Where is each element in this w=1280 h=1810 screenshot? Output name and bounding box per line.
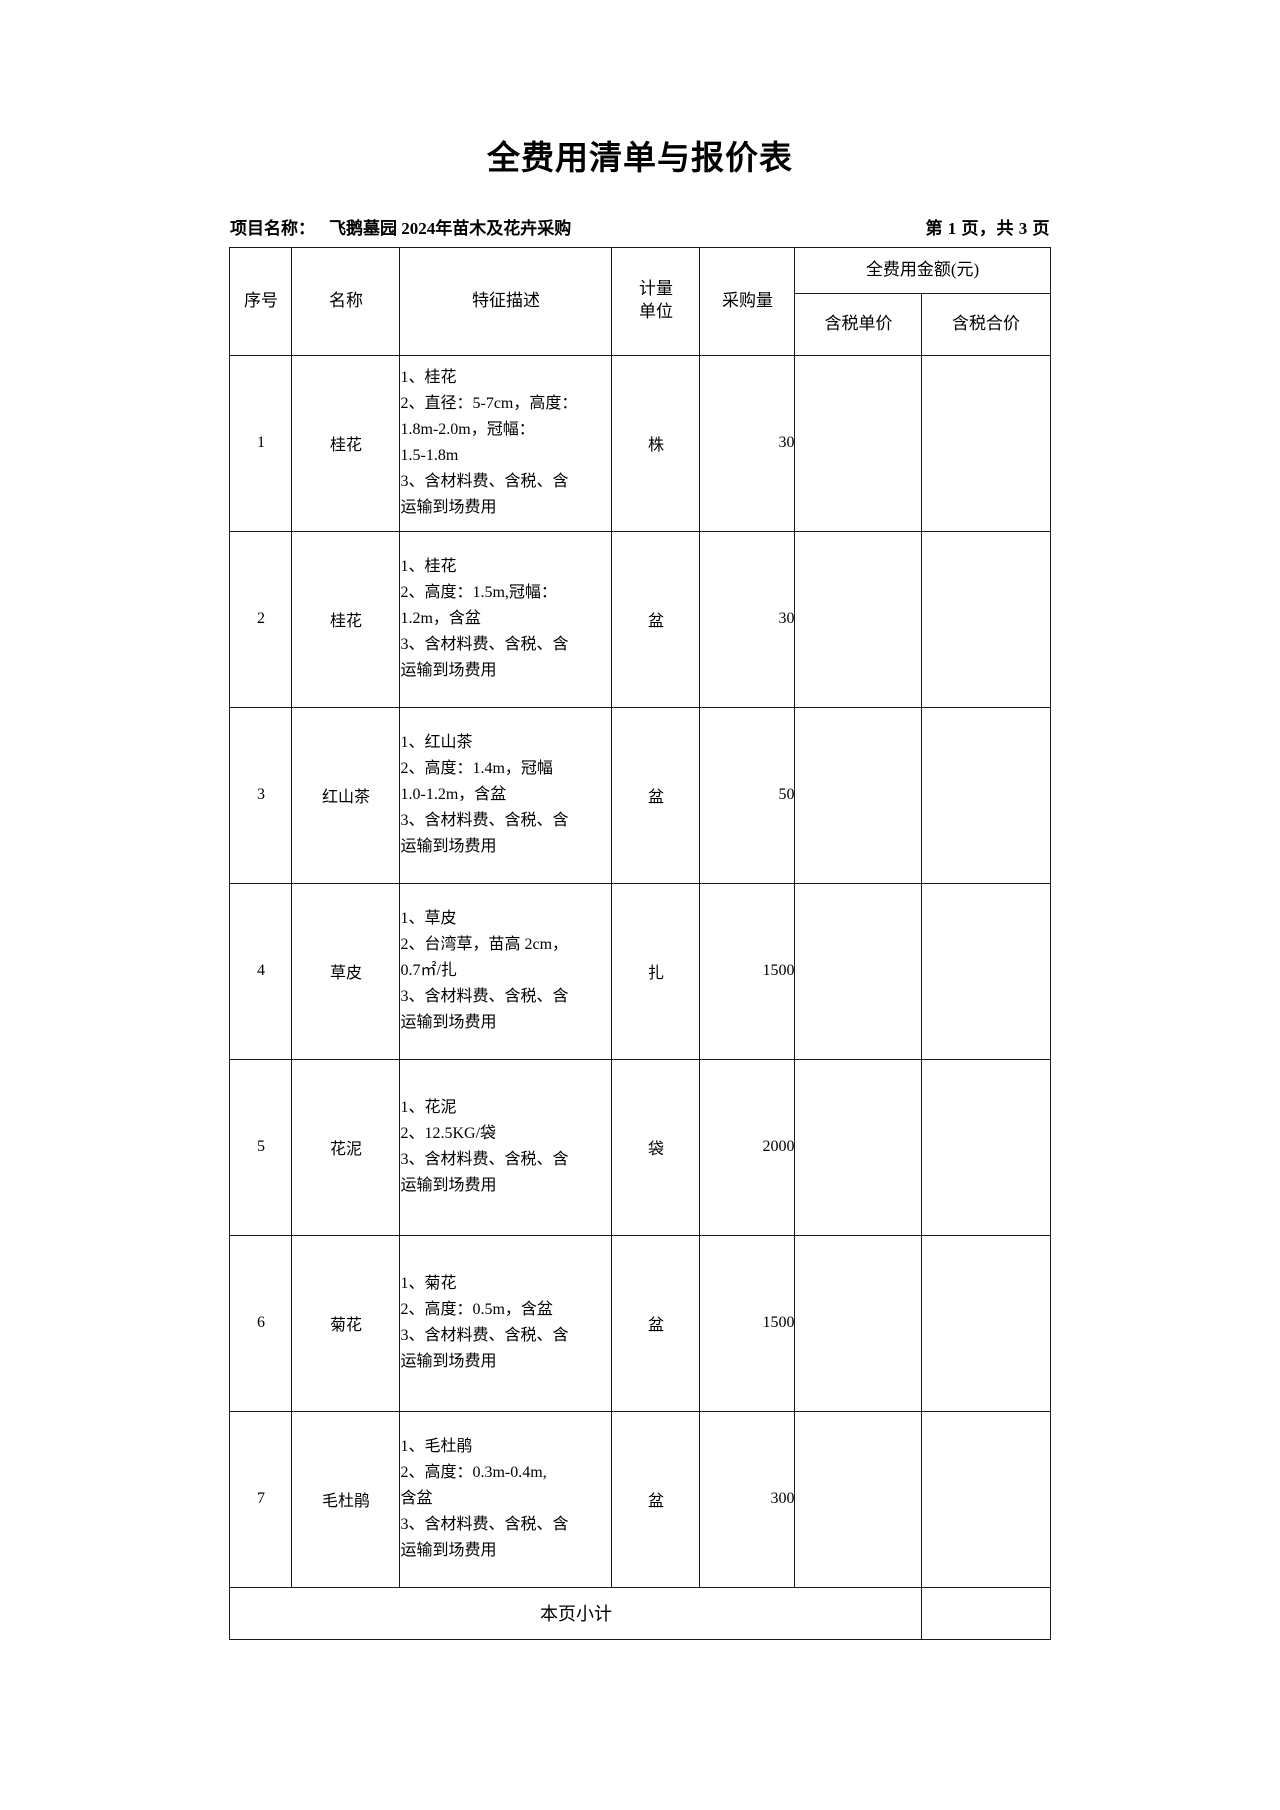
cell-description: 1、花泥 2、12.5KG/袋 3、含材料费、含税、含 运输到场费用 bbox=[399, 1058, 613, 1236]
cell-unit: 扎 bbox=[611, 882, 701, 1060]
table-row: 7 毛杜鹃 1、毛杜鹃 2、高度：0.3m-0.4m, 含盆 3、含材料费、含税、含 运输到… bbox=[229, 1410, 1051, 1588]
cell-unit-price bbox=[794, 706, 923, 884]
cell-unit-price bbox=[794, 530, 923, 708]
th-description: 特征描述 bbox=[399, 246, 613, 356]
cell-unit: 盆 bbox=[611, 1410, 701, 1588]
cell-description: 1、毛杜鹃 2、高度：0.3m-0.4m, 含盆 3、含材料费、含税、含 运输到场费用 bbox=[399, 1410, 613, 1588]
cell-quantity: 30 bbox=[699, 354, 796, 532]
project-name-value: 飞鹅墓园 2024年苗木及花卉采购 bbox=[329, 218, 572, 238]
cell-quantity: 1500 bbox=[699, 882, 796, 1060]
cell-total-price bbox=[921, 530, 1051, 708]
cell-description: 1、桂花 2、高度：1.5m,冠幅： 1.2m，含盆 3、含材料费、含税、含 运输到场费… bbox=[399, 530, 613, 708]
cell-index: 4 bbox=[229, 882, 293, 1060]
subtotal-value bbox=[921, 1586, 1051, 1640]
cell-name: 花泥 bbox=[291, 1058, 401, 1236]
cell-name: 桂花 bbox=[291, 354, 401, 532]
cell-unit-price bbox=[794, 882, 923, 1060]
table-footer: 本页小计 bbox=[229, 1586, 1051, 1640]
cell-index: 6 bbox=[229, 1234, 293, 1412]
table-row: 1 桂花 1、桂花 2、直径：5-7cm，高度： 1.8m-2.0m，冠幅： 1.5-1.… bbox=[229, 354, 1051, 532]
subtotal-label: 本页小计 bbox=[229, 1586, 923, 1640]
cell-quantity: 300 bbox=[699, 1410, 796, 1588]
cell-name: 桂花 bbox=[291, 530, 401, 708]
cell-index: 3 bbox=[229, 706, 293, 884]
cell-total-price bbox=[921, 1410, 1051, 1588]
cell-name: 菊花 bbox=[291, 1234, 401, 1412]
subtotal-row: 本页小计 bbox=[229, 1586, 1051, 1640]
cell-description: 1、桂花 2、直径：5-7cm，高度： 1.8m-2.0m，冠幅： 1.5-1.8m 3… bbox=[399, 354, 613, 532]
page-number-info: 第 1 页，共 3 页 bbox=[925, 218, 1050, 238]
cell-quantity: 2000 bbox=[699, 1058, 796, 1236]
cell-unit-price bbox=[794, 1058, 923, 1236]
cell-unit: 盆 bbox=[611, 1234, 701, 1412]
th-total-price: 含税合价 bbox=[921, 292, 1051, 356]
cell-unit: 盆 bbox=[611, 706, 701, 884]
quotation-table: 序号 名称 特征描述 计量 单位 采购量 全费用金额(元) 含税单价 含税合价 … bbox=[229, 246, 1051, 1640]
th-unit: 计量 单位 bbox=[611, 246, 701, 356]
cell-unit: 盆 bbox=[611, 530, 701, 708]
cell-unit: 袋 bbox=[611, 1058, 701, 1236]
cell-unit: 株 bbox=[611, 354, 701, 532]
cell-index: 1 bbox=[229, 354, 293, 532]
cell-name: 红山茶 bbox=[291, 706, 401, 884]
cell-unit-price bbox=[794, 1234, 923, 1412]
th-index: 序号 bbox=[229, 246, 293, 356]
cell-total-price bbox=[921, 354, 1051, 532]
header-row-sub: 含税单价 含税合价 bbox=[230, 292, 1051, 356]
project-name-label: 项目名称： bbox=[230, 218, 315, 238]
th-quantity: 采购量 bbox=[699, 246, 796, 356]
cell-description: 1、草皮 2、台湾草，苗高 2cm， 0.7㎡/扎 3、含材料费、含税、含 运输到场费用 bbox=[399, 882, 613, 1060]
cell-quantity: 30 bbox=[699, 530, 796, 708]
cell-total-price bbox=[921, 882, 1051, 1060]
table-row: 6 菊花 1、菊花 2、高度：0.5m，含盆 3、含材料费、含税、含 运输到场费用盆 150… bbox=[229, 1234, 1051, 1412]
table-row: 5 花泥 1、花泥 2、12.5KG/袋 3、含材料费、含税、含 运输到场费用袋 2000 bbox=[229, 1058, 1051, 1236]
cell-quantity: 1500 bbox=[699, 1234, 796, 1412]
table-body: 1 桂花 1、桂花 2、直径：5-7cm，高度： 1.8m-2.0m，冠幅： 1.5-1.… bbox=[229, 354, 1051, 1588]
cell-total-price bbox=[921, 706, 1051, 884]
cell-quantity: 50 bbox=[699, 706, 796, 884]
cell-unit-price bbox=[794, 1410, 923, 1588]
cell-unit-price bbox=[794, 354, 923, 532]
th-amount-group: 全费用金额(元) bbox=[794, 246, 1051, 294]
cell-description: 1、红山茶 2、高度：1.4m，冠幅 1.0-1.2m，含盆 3、含材料费、含税、含运… bbox=[399, 706, 613, 884]
table-row: 3 红山茶 1、红山茶 2、高度：1.4m，冠幅 1.0-1.2m，含盆 3、含材料费、含… bbox=[229, 706, 1051, 884]
table-header: 序号 名称 特征描述 计量 单位 采购量 全费用金额(元) 含税单价 含税合价 bbox=[229, 246, 1051, 356]
cell-name: 毛杜鹃 bbox=[291, 1410, 401, 1588]
th-name: 名称 bbox=[291, 246, 401, 356]
th-unit-price: 含税单价 bbox=[794, 292, 923, 356]
cell-description: 1、菊花 2、高度：0.5m，含盆 3、含材料费、含税、含 运输到场费用 bbox=[399, 1234, 613, 1412]
page-title: 全费用清单与报价表 bbox=[487, 141, 793, 177]
cell-index: 2 bbox=[229, 530, 293, 708]
cell-name: 草皮 bbox=[291, 882, 401, 1060]
cell-total-price bbox=[921, 1058, 1051, 1236]
document-meta: 项目名称： 飞鹅墓园 2024年苗木及花卉采购 第 1 页，共 3 页 bbox=[230, 180, 1050, 247]
cell-index: 7 bbox=[229, 1410, 293, 1588]
table-row: 4 草皮 1、草皮 2、台湾草，苗高 2cm， 0.7㎡/扎 3、含材料费、含税、含 运输到… bbox=[229, 882, 1051, 1060]
cell-index: 5 bbox=[229, 1058, 293, 1236]
cell-total-price bbox=[921, 1234, 1051, 1412]
table-row: 2 桂花 1、桂花 2、高度：1.5m,冠幅： 1.2m，含盆 3、含材料费、含税、含 运输… bbox=[229, 530, 1051, 708]
header-row-top: 序号 名称 特征描述 计量 单位 采购量 全费用金额(元) bbox=[229, 246, 1051, 356]
project-name-block: 项目名称： 飞鹅墓园 2024年苗木及花卉采购 bbox=[230, 214, 571, 239]
